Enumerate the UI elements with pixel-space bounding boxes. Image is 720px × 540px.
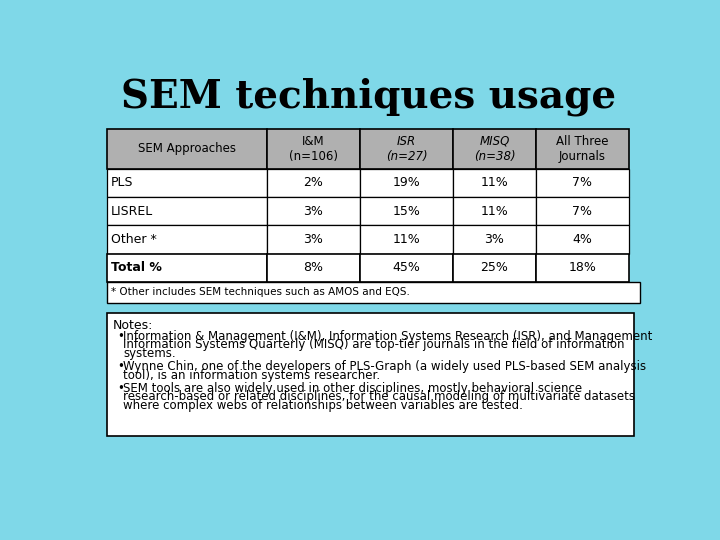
- Text: systems.: systems.: [124, 347, 176, 360]
- Bar: [536, 197, 629, 225]
- Text: 2%: 2%: [303, 177, 323, 190]
- Bar: [107, 282, 639, 302]
- Text: ISR
(n=27): ISR (n=27): [386, 135, 427, 163]
- Text: 3%: 3%: [485, 233, 504, 246]
- Text: PLS: PLS: [111, 177, 134, 190]
- Bar: [266, 254, 360, 282]
- Bar: [360, 254, 453, 282]
- Text: Information & Management (I&M), Information Systems Research (ISR), and Manageme: Information & Management (I&M), Informat…: [124, 329, 653, 343]
- Text: 7%: 7%: [572, 177, 593, 190]
- Text: 45%: 45%: [392, 261, 420, 274]
- Text: 3%: 3%: [303, 205, 323, 218]
- Bar: [266, 168, 360, 197]
- Text: 8%: 8%: [303, 261, 323, 274]
- Text: research-based or related disciplines, for the causal modeling of multivariate d: research-based or related disciplines, f…: [124, 390, 636, 403]
- Bar: [266, 129, 360, 168]
- Text: LISREL: LISREL: [111, 205, 153, 218]
- Bar: [453, 197, 536, 225]
- Text: 11%: 11%: [392, 233, 420, 246]
- Text: 18%: 18%: [568, 261, 596, 274]
- Text: Wynne Chin, one of the developers of PLS-Graph (a widely used PLS-based SEM anal: Wynne Chin, one of the developers of PLS…: [124, 360, 647, 373]
- Text: * Other includes SEM techniques such as AMOS and EQS.: * Other includes SEM techniques such as …: [111, 287, 410, 297]
- Bar: [107, 129, 266, 168]
- Text: Total %: Total %: [111, 261, 162, 274]
- Bar: [107, 168, 266, 197]
- Bar: [266, 225, 360, 254]
- Text: 7%: 7%: [572, 205, 593, 218]
- Text: SEM tools are also widely used in other disciplines, mostly behavioral science: SEM tools are also widely used in other …: [124, 382, 582, 395]
- Bar: [360, 168, 453, 197]
- Text: All Three
Journals: All Three Journals: [556, 135, 608, 163]
- Bar: [536, 168, 629, 197]
- Text: •: •: [117, 329, 124, 343]
- Text: 11%: 11%: [480, 205, 508, 218]
- Text: Notes:: Notes:: [112, 319, 153, 332]
- Text: SEM techniques usage: SEM techniques usage: [122, 77, 616, 116]
- Bar: [536, 225, 629, 254]
- Text: 15%: 15%: [392, 205, 420, 218]
- Bar: [107, 254, 266, 282]
- Text: 19%: 19%: [392, 177, 420, 190]
- Text: Information Systems Quarterly (MISQ) are top-tier journals in the field of infor: Information Systems Quarterly (MISQ) are…: [124, 339, 625, 352]
- Bar: [453, 225, 536, 254]
- Text: I&M
(n=106): I&M (n=106): [289, 135, 338, 163]
- Bar: [360, 197, 453, 225]
- Bar: [360, 225, 453, 254]
- Bar: [266, 197, 360, 225]
- Text: where complex webs of relationships between variables are tested.: where complex webs of relationships betw…: [124, 399, 523, 412]
- Text: 4%: 4%: [572, 233, 593, 246]
- Bar: [107, 225, 266, 254]
- Bar: [107, 197, 266, 225]
- Text: tool), is an information systems researcher.: tool), is an information systems researc…: [124, 369, 381, 382]
- Text: 11%: 11%: [480, 177, 508, 190]
- Bar: [107, 313, 634, 436]
- Text: •: •: [117, 382, 124, 395]
- Bar: [453, 129, 536, 168]
- Text: •: •: [117, 360, 124, 373]
- Text: Other *: Other *: [111, 233, 157, 246]
- Bar: [453, 168, 536, 197]
- Bar: [536, 254, 629, 282]
- Text: MISQ
(n=38): MISQ (n=38): [474, 135, 516, 163]
- Bar: [536, 129, 629, 168]
- Bar: [453, 254, 536, 282]
- Text: SEM Approaches: SEM Approaches: [138, 143, 235, 156]
- Text: 25%: 25%: [480, 261, 508, 274]
- Bar: [360, 129, 453, 168]
- Text: 3%: 3%: [303, 233, 323, 246]
